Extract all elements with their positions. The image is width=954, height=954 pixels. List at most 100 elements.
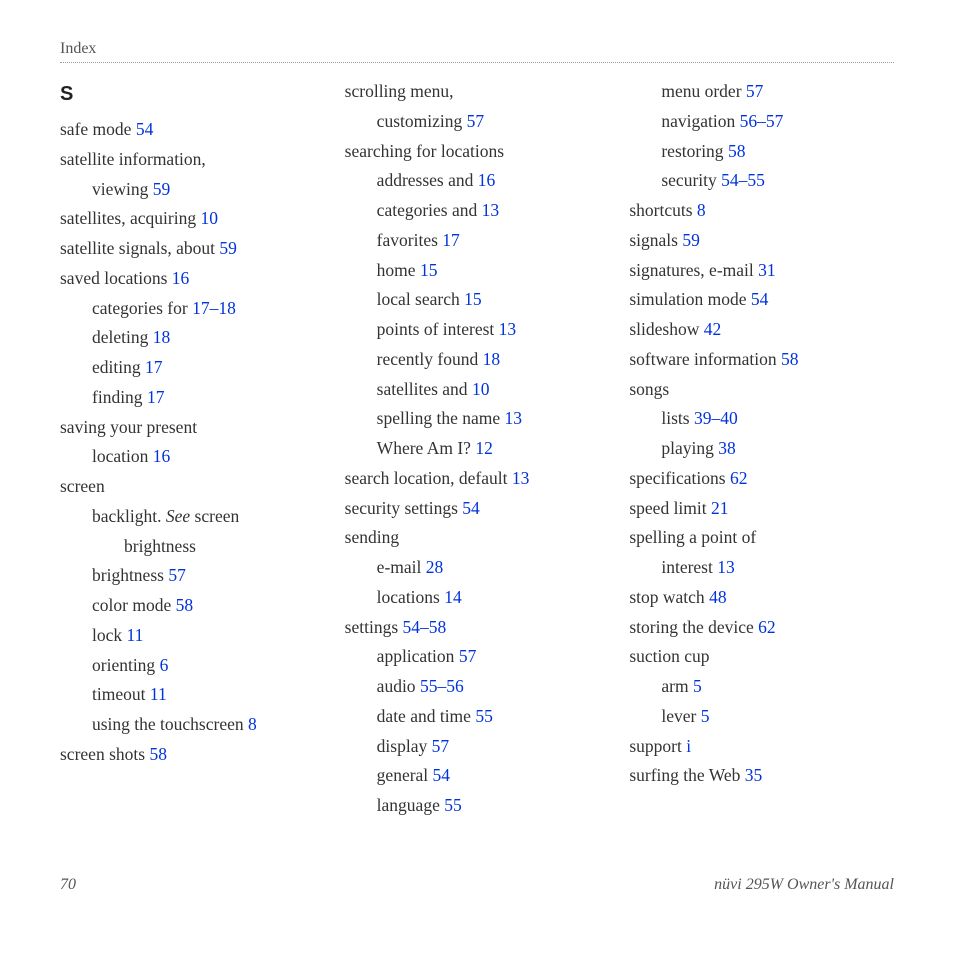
page-ref[interactable]: 5 [701,706,710,726]
page-ref[interactable]: 17–18 [192,298,236,318]
page-ref[interactable]: 13 [499,319,517,339]
page-ref[interactable]: 54 [751,289,769,309]
page-ref[interactable]: 17 [145,357,163,377]
page-ref[interactable]: 48 [709,587,727,607]
page-ref[interactable]: 31 [758,260,776,280]
page-ref[interactable]: 59 [682,230,700,250]
col1-entries: safe mode 54 satellite information, viewi… [60,115,325,770]
page-ref[interactable]: 57 [168,565,186,585]
entry-text: storing the device [629,617,758,637]
page-ref[interactable]: 21 [711,498,729,518]
page-ref[interactable]: 58 [781,349,799,369]
page-ref[interactable]: 8 [697,200,706,220]
page-ref[interactable]: 57 [459,646,477,666]
page-ref[interactable]: 11 [150,684,167,704]
entry-text: settings [345,617,403,637]
page-ref[interactable]: 8 [248,714,257,734]
page-ref[interactable]: 54–55 [721,170,765,190]
page-ref[interactable]: 59 [153,179,171,199]
page-ref[interactable]: 17 [442,230,460,250]
index-entry: arm 5 [629,672,894,702]
entry-text: software information [629,349,781,369]
page-ref[interactable]: 39–40 [694,408,738,428]
column-1: S safe mode 54satellite information, vie… [60,77,325,821]
page-ref[interactable]: 14 [444,587,462,607]
index-entry: audio 55–56 [345,672,610,702]
page-ref[interactable]: i [686,736,691,756]
index-entry: lever 5 [629,702,894,732]
entry-text: viewing [92,179,153,199]
page-ref[interactable]: 16 [478,170,496,190]
page-ref[interactable]: 5 [693,676,702,696]
entry-text: spelling a point of [629,527,756,547]
entry-text: general [377,765,433,785]
page-ref[interactable]: 18 [153,327,171,347]
page-ref[interactable]: 59 [219,238,237,258]
see-target: screen [195,506,240,526]
index-entry: storing the device 62 [629,613,894,643]
entry-text: categories and [377,200,482,220]
page-ref[interactable]: 13 [505,408,523,428]
index-entry: location 16 [60,442,325,472]
index-entry: specifications 62 [629,464,894,494]
page-ref[interactable]: 54 [136,119,154,139]
entry-text: safe mode [60,119,136,139]
entry-text: satellite information, [60,149,206,169]
index-entry: security settings 54 [345,494,610,524]
entry-text: deleting [92,327,153,347]
page-ref[interactable]: 18 [483,349,501,369]
page-ref[interactable]: 54 [433,765,451,785]
page-ref[interactable]: 13 [512,468,530,488]
page-ref[interactable]: 28 [426,557,444,577]
index-entry: speed limit 21 [629,494,894,524]
page-ref[interactable]: 38 [718,438,736,458]
entry-text: interest [661,557,717,577]
entry-text: spelling the name [377,408,505,428]
index-entry: stop watch 48 [629,583,894,613]
page-ref[interactable]: 13 [482,200,500,220]
page-ref[interactable]: 62 [758,617,776,637]
page-ref[interactable]: 12 [475,438,493,458]
entry-text: Where Am I? [377,438,476,458]
index-entry: brightness 57 [60,561,325,591]
page-ref[interactable]: 54–58 [403,617,447,637]
page-ref[interactable]: 55–56 [420,676,464,696]
entry-text: date and time [377,706,476,726]
page-ref[interactable]: 58 [176,595,194,615]
page-ref[interactable]: 57 [432,736,450,756]
page-ref[interactable]: 17 [147,387,165,407]
page-ref[interactable]: 58 [728,141,746,161]
page-ref[interactable]: 57 [467,111,485,131]
page-ref[interactable]: 35 [745,765,763,785]
page-ref[interactable]: 16 [172,268,190,288]
index-entry: home 15 [345,256,610,286]
index-entry: general 54 [345,761,610,791]
page-ref[interactable]: 58 [149,744,167,764]
page-ref[interactable]: 56–57 [740,111,784,131]
page-ref[interactable]: 42 [704,319,722,339]
index-entry: simulation mode 54 [629,285,894,315]
page-ref[interactable]: 55 [475,706,493,726]
index-entry: language 55 [345,791,610,821]
page-ref[interactable]: 62 [730,468,748,488]
page-ref[interactable]: 55 [444,795,462,815]
entry-text: satellite signals, about [60,238,219,258]
index-entry: saving your present [60,413,325,443]
index-entry: playing 38 [629,434,894,464]
index-entry: slideshow 42 [629,315,894,345]
index-entry: e-mail 28 [345,553,610,583]
index-entry: editing 17 [60,353,325,383]
page-ref[interactable]: 10 [200,208,218,228]
entry-text: display [377,736,432,756]
page-ref[interactable]: 10 [472,379,490,399]
page-ref[interactable]: 11 [127,625,144,645]
page-ref[interactable]: 6 [160,655,169,675]
page-ref[interactable]: 54 [462,498,480,518]
page-ref[interactable]: 16 [153,446,171,466]
entry-text: using the touchscreen [92,714,248,734]
page-ref[interactable]: 15 [464,289,482,309]
page-ref[interactable]: 57 [746,81,764,101]
index-entry: display 57 [345,732,610,762]
page-ref[interactable]: 13 [717,557,735,577]
page-ref[interactable]: 15 [420,260,438,280]
